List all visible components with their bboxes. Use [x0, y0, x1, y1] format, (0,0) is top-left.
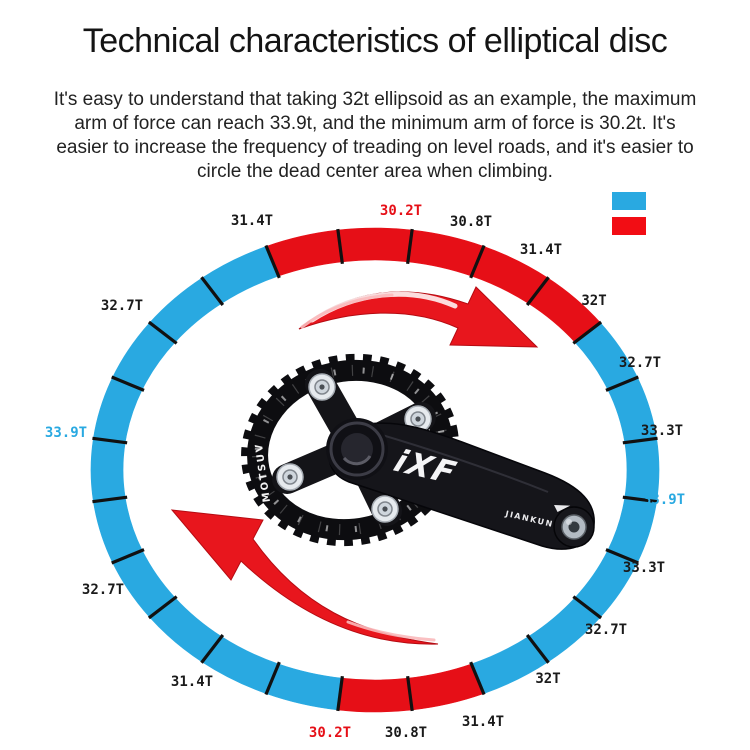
ring-tick — [147, 320, 178, 345]
chainring-bolt — [404, 405, 432, 433]
teeth-count-label: 31.4T — [520, 242, 562, 258]
pedal-bolt — [553, 506, 595, 548]
ring-tick — [111, 375, 145, 392]
ring-tick — [605, 548, 639, 565]
chainring-bolts — [276, 373, 432, 523]
bottom-bracket — [326, 418, 388, 480]
teeth-count-label: 33.3T — [623, 560, 665, 576]
chainring: MOTSUV — [241, 353, 459, 547]
crankset-illustration: MOTSUV — [241, 353, 595, 550]
ring-tick — [406, 676, 414, 712]
description-line: circle the dead center area when climbin… — [197, 161, 553, 182]
ring-tick — [264, 244, 281, 279]
ring-tick — [525, 634, 550, 664]
ring-tick — [147, 595, 178, 620]
brand-logo-mark — [554, 505, 571, 512]
teeth-count-label: 33.9T — [45, 425, 87, 441]
teeth-count-label: 32T — [535, 671, 560, 687]
ring-tick — [111, 548, 145, 565]
ring-tick — [572, 595, 603, 620]
teeth-count-label: 31.4T — [462, 714, 504, 730]
ring-tick — [200, 634, 225, 664]
arrow-tail-sheen — [300, 293, 394, 329]
ring-tick — [92, 436, 128, 445]
arrow-highlight — [265, 549, 431, 637]
ring-tick — [336, 676, 344, 712]
ring-tick — [622, 495, 658, 504]
teeth-count-label: 32T — [581, 293, 606, 309]
teeth-ring: 30.2T 30.8T 31.4T 32T 32.7T 33.3T 33.9T 33.3T 32… — [45, 203, 685, 741]
chainring-rim — [247, 359, 453, 541]
ring-tick — [572, 320, 603, 345]
red-legend-swatch — [612, 217, 646, 235]
ring-segment — [337, 677, 413, 713]
teeth-count-label: 32.7T — [585, 622, 627, 638]
teeth-count-label: 32.7T — [619, 355, 661, 371]
chainring-bolt — [308, 373, 336, 401]
ring-tick — [622, 436, 658, 445]
crank-arm-highlight — [371, 431, 549, 493]
arrow-tail-sheen — [346, 620, 436, 642]
ring-segment — [90, 438, 126, 502]
ring-segment — [265, 229, 343, 277]
ring-tick — [336, 228, 344, 264]
blue-legend-swatch — [612, 192, 646, 210]
ring-tick — [469, 244, 486, 279]
ring-tick — [406, 228, 414, 264]
chainring-bolt — [276, 463, 304, 491]
teeth-count-label: 32.7T — [82, 582, 124, 598]
chainring-bolt — [371, 495, 399, 523]
ring-tick — [605, 375, 639, 392]
teeth-count-label: 30.2T — [309, 725, 351, 741]
ring-tick — [200, 276, 225, 306]
description-line: It's easy to understand that taking 32t … — [53, 89, 697, 110]
page-title: Technical characteristics of elliptical … — [82, 22, 668, 60]
teeth-count-label: 31.4T — [231, 213, 273, 229]
legend — [612, 192, 646, 242]
ring-tick — [92, 495, 128, 504]
description: It's easy to understand that taking 32t … — [25, 88, 725, 184]
ring-segment — [407, 229, 485, 277]
ring-segment — [337, 227, 413, 263]
teeth-count-label: 30.8T — [450, 214, 492, 230]
teeth-count-label: 33.3T — [641, 423, 683, 439]
teeth-count-label: 31.4T — [171, 674, 213, 690]
description-line: easier to increase the frequency of trea… — [56, 137, 694, 158]
rotation-arrows — [170, 286, 539, 645]
teeth-count-label: 33.9T — [643, 492, 685, 508]
ring-segment — [407, 663, 485, 711]
teeth-count-label: 32.7T — [101, 298, 143, 314]
teeth-count-label: 30.8T — [385, 725, 427, 741]
ring-tick — [264, 661, 281, 696]
ring-tick — [469, 661, 486, 696]
ring-segment — [265, 663, 343, 711]
description-line: arm of force can reach 33.9t, and the mi… — [74, 113, 676, 134]
teeth-count-label: 30.2T — [380, 203, 422, 219]
ring-tick — [525, 276, 550, 306]
